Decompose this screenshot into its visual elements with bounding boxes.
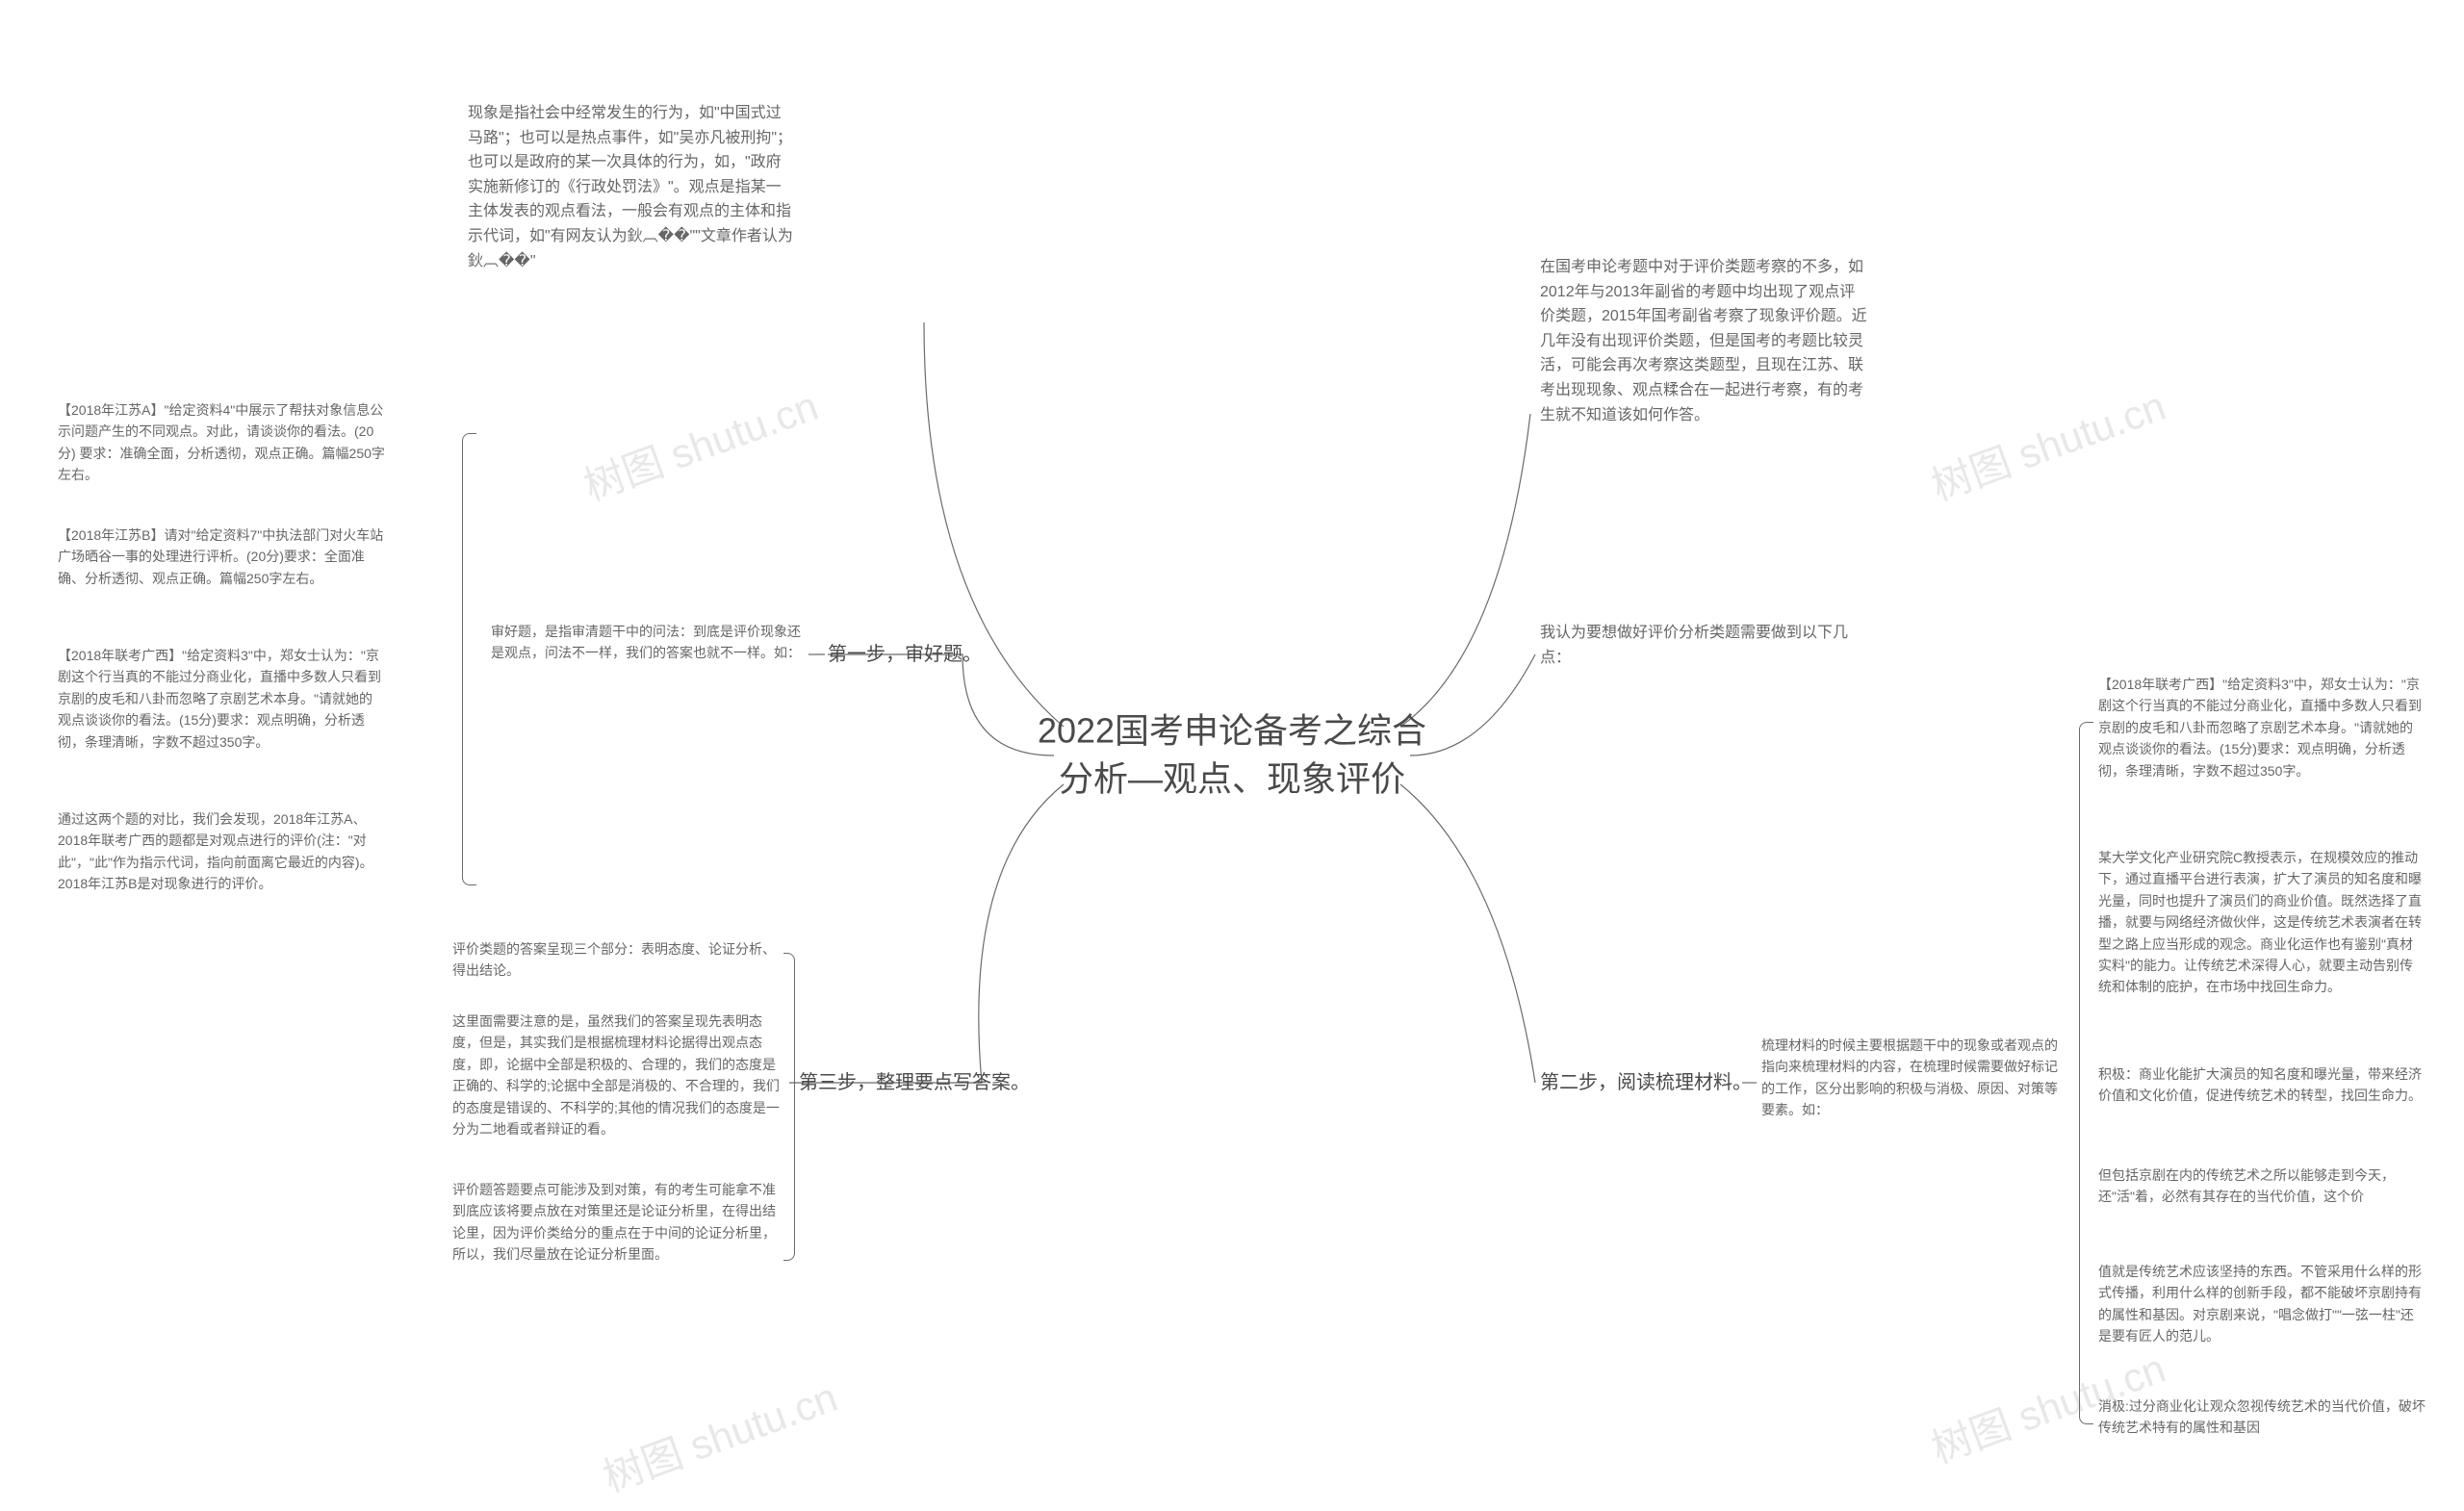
step2-leaf: 消极:过分商业化让观众忽视传统艺术的当代价值，破坏传统艺术特有的属性和基因 <box>2098 1396 2426 1439</box>
step2-leaf: 值就是传统艺术应该坚持的东西。不管采用什么样的形式传播，利用什么样的创新手段，都… <box>2098 1261 2426 1347</box>
top-note: 现象是指社会中经常发生的行为，如"中国式过马路"；也可以是热点事件，如"吴亦凡被… <box>468 101 795 273</box>
bracket <box>783 953 795 1261</box>
step1-label: 第一步，审好题。 <box>828 640 982 669</box>
step2-leaf: 积极：商业化能扩大演员的知名度和曝光量，带来经济价值和文化价值，促进传统艺术的转… <box>2098 1063 2426 1107</box>
right-intro: 在国考申论考题中对于评价类题考察的不多，如2012年与2013年副省的考题中均出… <box>1540 255 1867 427</box>
right-summary: 我认为要想做好评价分析类题需要做到以下几点： <box>1540 621 1867 670</box>
step2-label: 第二步，阅读梳理材料。 <box>1540 1068 1752 1097</box>
step3-label: 第三步，整理要点写答案。 <box>799 1068 1030 1097</box>
step1-sub: 审好题，是指审清题干中的问法：到底是评价现象还是观点，问法不一样，我们的答案也就… <box>491 621 808 664</box>
step3-leaf: 这里面需要注意的是，虽然我们的答案呈现先表明态度，但是，其实我们是根据梳理材料论… <box>452 1011 780 1140</box>
step3-leaf: 评价题答题要点可能涉及到对策，有的考生可能拿不准到底应该将要点放在对策里还是论证… <box>452 1179 780 1266</box>
title-line1: 2022国考申论备考之综合 <box>1038 711 1426 751</box>
step2-sub: 梳理材料的时候主要根据题干中的现象或者观点的指向来梳理材料的内容，在梳理时候需要… <box>1761 1035 2069 1121</box>
bracket <box>462 433 476 885</box>
title-line2: 分析—观点、现象评价 <box>1059 759 1405 799</box>
bracket <box>2079 722 2093 1424</box>
step2-leaf: 某大学文化产业研究院C教授表示，在规模效应的推动下，通过直播平台进行表演，扩大了… <box>2098 847 2426 998</box>
mindmap-center-title: 2022国考申论备考之综合 分析—观点、现象评价 <box>1001 707 1463 805</box>
step2-leaf: 【2018年联考广西】"给定资料3"中，郑女士认为："京剧这个行当真的不能过分商… <box>2098 674 2426 781</box>
step2-leaf: 但包括京剧在内的传统艺术之所以能够走到今天，还"活"着，必然有其存在的当代价值，… <box>2098 1165 2426 1208</box>
step1-leaf: 【2018年江苏B】请对"给定资料7"中执法部门对火车站广场晒谷一事的处理进行评… <box>58 525 385 589</box>
step1-leaf: 【2018年联考广西】"给定资料3"中，郑女士认为："京剧这个行当真的不能过分商… <box>58 645 385 753</box>
step1-leaf: 通过这两个题的对比，我们会发现，2018年江苏A、2018年联考广西的题都是对观… <box>58 808 385 895</box>
step1-leaf: 【2018年江苏A】"给定资料4"中展示了帮扶对象信息公示问题产生的不同观点。对… <box>58 399 385 486</box>
step3-leaf: 评价类题的答案呈现三个部分：表明态度、论证分析、得出结论。 <box>452 938 780 982</box>
